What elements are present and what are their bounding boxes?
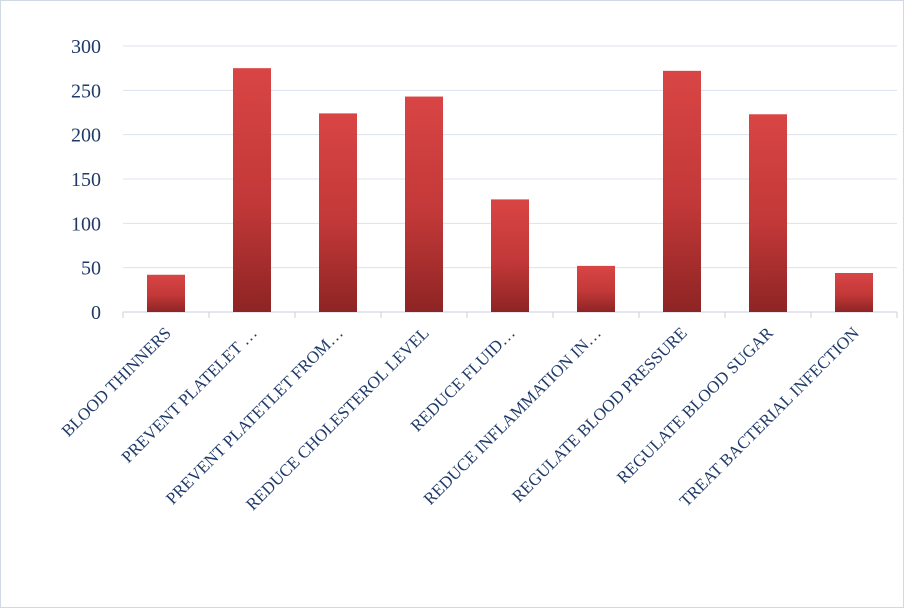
y-tick-labels: 0 50 100 150 200 250 300 [71,36,101,324]
y-tick-label: 150 [71,169,101,191]
x-category-label: REDUCE CHOLESTEROL LEVEL [242,323,433,514]
y-tick-label: 300 [71,36,101,58]
y-tick-label: 200 [71,125,101,147]
y-tick-label: 100 [71,213,101,235]
bars [147,68,873,313]
axes [122,311,898,318]
bar [405,96,443,312]
bar [491,199,529,312]
bar [233,68,271,313]
y-tick-label: 250 [71,80,101,102]
bar [147,274,185,312]
x-category-label: PREVENT PLATETLET FROM… [162,323,347,508]
y-tick-label: 0 [91,302,101,324]
bar [663,70,701,313]
x-category-label: REGULATE BLOOD SUGAR [613,323,777,487]
x-category-label: REGULATE BLOOD PRESSURE [508,323,690,505]
x-category-label: REDUCE INFLAMMATION IN… [420,323,605,508]
x-category-label: TREAT BACTERIAL INFECTION [676,323,863,510]
y-tick-label: 50 [81,258,101,280]
bar [577,265,615,312]
bar [319,113,357,313]
bar [835,272,873,312]
bar [749,114,787,312]
